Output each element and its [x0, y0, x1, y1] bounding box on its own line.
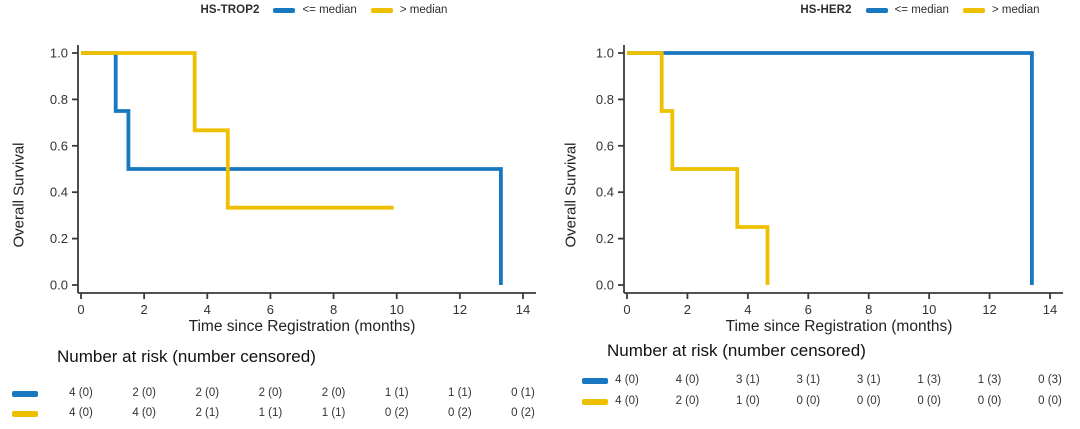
x-tick-label: 8 [330, 302, 337, 317]
x-tick-label: 12 [982, 302, 996, 317]
y-tick-label: 0.0 [50, 278, 68, 293]
risk-value: 2 (0) [675, 395, 700, 407]
y-tick-label: 1.0 [50, 46, 68, 61]
legend-item-gt-median: > median [962, 4, 1040, 16]
risk-value: 0 (0) [1038, 395, 1062, 407]
risk-row-swatch-icon [12, 391, 38, 397]
km-curve-gt-median [81, 51, 394, 210]
y-tick-label: 0.4 [50, 185, 68, 200]
risk-table-title: Number at risk (number censored) [57, 347, 316, 366]
legend-hs-trop2: HS-TROP2 <= median > median [0, 2, 594, 18]
risk-value: 0 (0) [856, 395, 881, 407]
risk-value: 4 (0) [132, 407, 156, 419]
gt-median-swatch-icon [962, 7, 985, 13]
risk-value: 0 (0) [917, 395, 941, 407]
x-tick-label: 4 [744, 302, 751, 317]
x-tick-label: 14 [1043, 302, 1057, 317]
risk-value: 4 (0) [69, 407, 93, 419]
risk-value: 4 (0) [675, 374, 700, 386]
x-axis-label: Time since Registration (months) [188, 318, 416, 335]
km-panel-hs-her2: HS-HER2 <= median > median 1.0 0.8 0.6 0.4 0… [540, 0, 1080, 429]
x-tick-label: 6 [267, 302, 274, 317]
risk-value: 1 (3) [917, 374, 941, 386]
risk-value: 0 (0) [977, 395, 1002, 407]
risk-value: 1 (1) [384, 387, 409, 399]
risk-value: 0 (2) [448, 407, 472, 419]
risk-value: 4 (0) [615, 374, 639, 386]
risk-value: 0 (2) [384, 407, 409, 419]
risk-value: 3 (1) [796, 374, 821, 386]
risk-value: 2 (1) [195, 407, 220, 419]
km-curve-gt-median [627, 51, 770, 285]
x-tick-label: 12 [453, 302, 467, 317]
y-tick-label: 0.6 [50, 138, 68, 153]
y-tick-label: 0.2 [50, 231, 68, 246]
risk-row-swatch-icon [582, 399, 608, 405]
risk-table-title: Number at risk (number censored) [607, 341, 866, 360]
x-tick-label: 0 [77, 302, 84, 317]
y-tick-label: 0.6 [596, 138, 614, 153]
y-tick-label: 0.8 [50, 92, 68, 107]
risk-value: 1 (1) [258, 407, 283, 419]
risk-value: 1 (0) [736, 395, 760, 407]
risk-value: 2 (0) [132, 387, 156, 399]
km-panel-hs-trop2: HS-TROP2 <= median > median 1.0 0.8 0.6 0.4… [10, 4, 536, 419]
risk-value: 2 (0) [258, 387, 283, 399]
legend-hs-her2: HS-HER2 <= median > median [540, 2, 1080, 18]
risk-value: 1 (3) [977, 374, 1002, 386]
gt-median-swatch-icon [370, 7, 393, 13]
x-tick-label: 6 [805, 302, 812, 317]
risk-value: 0 (0) [796, 395, 821, 407]
x-tick-label: 8 [865, 302, 872, 317]
risk-value: 4 (0) [615, 395, 639, 407]
risk-value: 4 (0) [69, 387, 93, 399]
y-tick-label: 0.2 [596, 231, 614, 246]
risk-value: 2 (0) [195, 387, 220, 399]
risk-value: 2 (0) [321, 387, 346, 399]
legend-item-le-median: <= median [273, 4, 357, 16]
legend-title: HS-TROP2 [200, 4, 260, 16]
legend-item-le-median: <= median [865, 4, 949, 16]
x-tick-label: 4 [204, 302, 211, 317]
x-tick-label: 10 [389, 302, 403, 317]
survival-plot-hs-her2: 1.0 0.8 0.6 0.4 0.2 0.0 0 2 4 6 8 10 12 14 [596, 45, 1063, 317]
legend-item-gt-median: > median [370, 4, 448, 16]
y-tick-label: 0.0 [596, 278, 614, 293]
y-axis-label: Overall Survival [562, 142, 580, 248]
x-tick-label: 10 [922, 302, 936, 317]
km-curve-le-median [627, 51, 1034, 285]
x-tick-label: 2 [141, 302, 148, 317]
risk-row-swatch-icon [582, 378, 608, 384]
legend-title: HS-HER2 [800, 4, 852, 16]
legend-label-gt-median: > median [399, 4, 448, 16]
risk-value: 0 (3) [1038, 374, 1062, 386]
y-tick-label: 0.4 [596, 185, 614, 200]
risk-row-swatch-icon [12, 411, 38, 417]
km-curve-le-median [81, 51, 503, 285]
x-axis-label: Time since Registration (months) [725, 318, 953, 335]
y-axis-label: Overall Survival [10, 142, 28, 248]
legend-label-gt-median: > median [991, 4, 1040, 16]
risk-value: 1 (1) [321, 407, 346, 419]
x-tick-label: 2 [684, 302, 691, 317]
le-median-swatch-icon [273, 7, 296, 13]
legend-label-le-median: <= median [894, 4, 949, 16]
risk-value: 1 (1) [448, 387, 472, 399]
risk-value: 3 (1) [736, 374, 760, 386]
y-tick-label: 0.8 [596, 92, 614, 107]
survival-plot-hs-trop2: 1.0 0.8 0.6 0.4 0.2 0.0 0 2 4 6 8 10 12 14 [50, 45, 536, 317]
le-median-swatch-icon [865, 7, 888, 13]
x-tick-label: 14 [516, 302, 530, 317]
y-tick-label: 1.0 [596, 46, 614, 61]
legend-label-le-median: <= median [302, 4, 357, 16]
x-tick-label: 0 [623, 302, 630, 317]
risk-value: 3 (1) [856, 374, 881, 386]
